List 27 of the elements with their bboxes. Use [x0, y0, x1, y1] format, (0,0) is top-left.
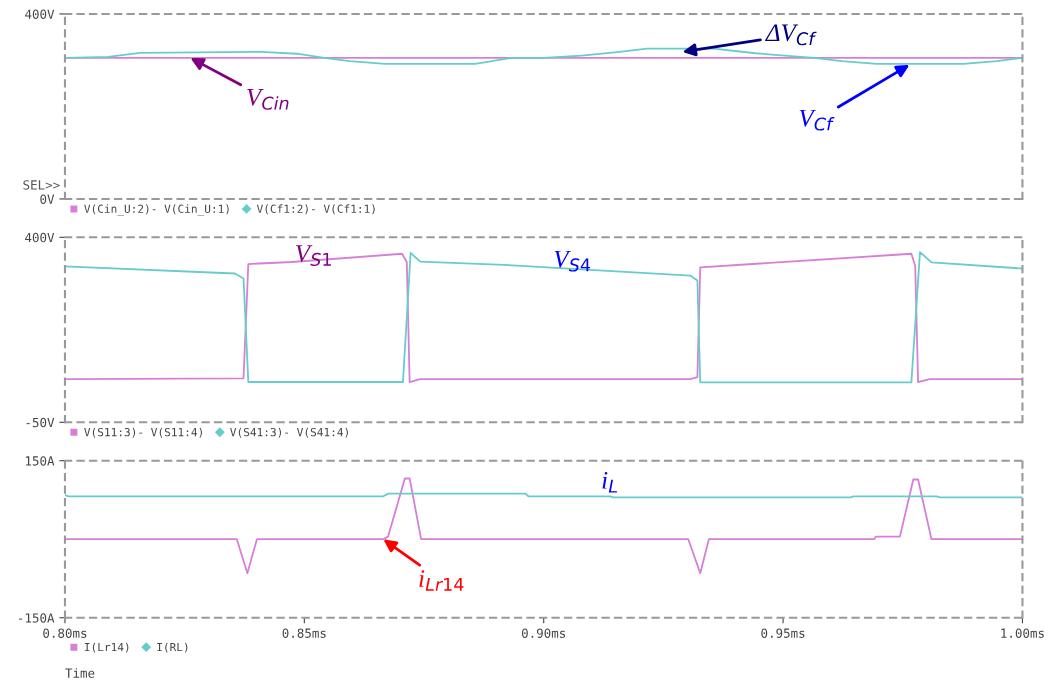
y-tick-label: 0V — [40, 194, 55, 204]
y-tick-label: 400V — [25, 232, 55, 243]
y-tick-label: 150A — [25, 456, 55, 466]
annotation: i$_{L}$ — [602, 471, 618, 493]
legend-label: I(Lr14) — [84, 642, 129, 653]
annotation: V$_{S4}$ — [554, 250, 591, 272]
annotation: V$_{Cin}$ — [247, 89, 289, 110]
x-tick-label: 0.85ms — [282, 628, 326, 638]
x-axis-title: Time — [65, 668, 95, 678]
annotation: ΔV$_{Cf}$ — [765, 24, 817, 46]
x-tick-label: 0.80ms — [43, 628, 87, 638]
line-series — [64, 47, 1023, 65]
x-tick-label: 1.00ms — [1001, 628, 1044, 638]
legend-label: V(Cin_U:2)- V(Cin_U:1) — [84, 204, 229, 216]
y-tick-label: -50V — [26, 417, 55, 428]
y-tick-label: 400V — [25, 9, 55, 19]
annotation: V$_{S1}$ — [296, 245, 331, 267]
legend-label: V(S41:3)- V(S41:4) — [230, 427, 348, 438]
annotation: V$_{Cf}$ — [799, 109, 835, 131]
legend-label: V(S11:3)- V(S11:4) — [84, 427, 202, 438]
legend-label: I(RL) — [157, 642, 188, 653]
x-tick-label: 0.95ms — [761, 628, 805, 638]
text: SEL>> — [23, 180, 60, 190]
legend-label: V(Cf1:2)- V(Cf1:1) — [256, 204, 375, 215]
x-tick-label: 0.90ms — [521, 628, 566, 638]
y-tick-label: -150A — [19, 613, 55, 623]
annotation: i$_{Lr14}$ — [419, 570, 464, 591]
